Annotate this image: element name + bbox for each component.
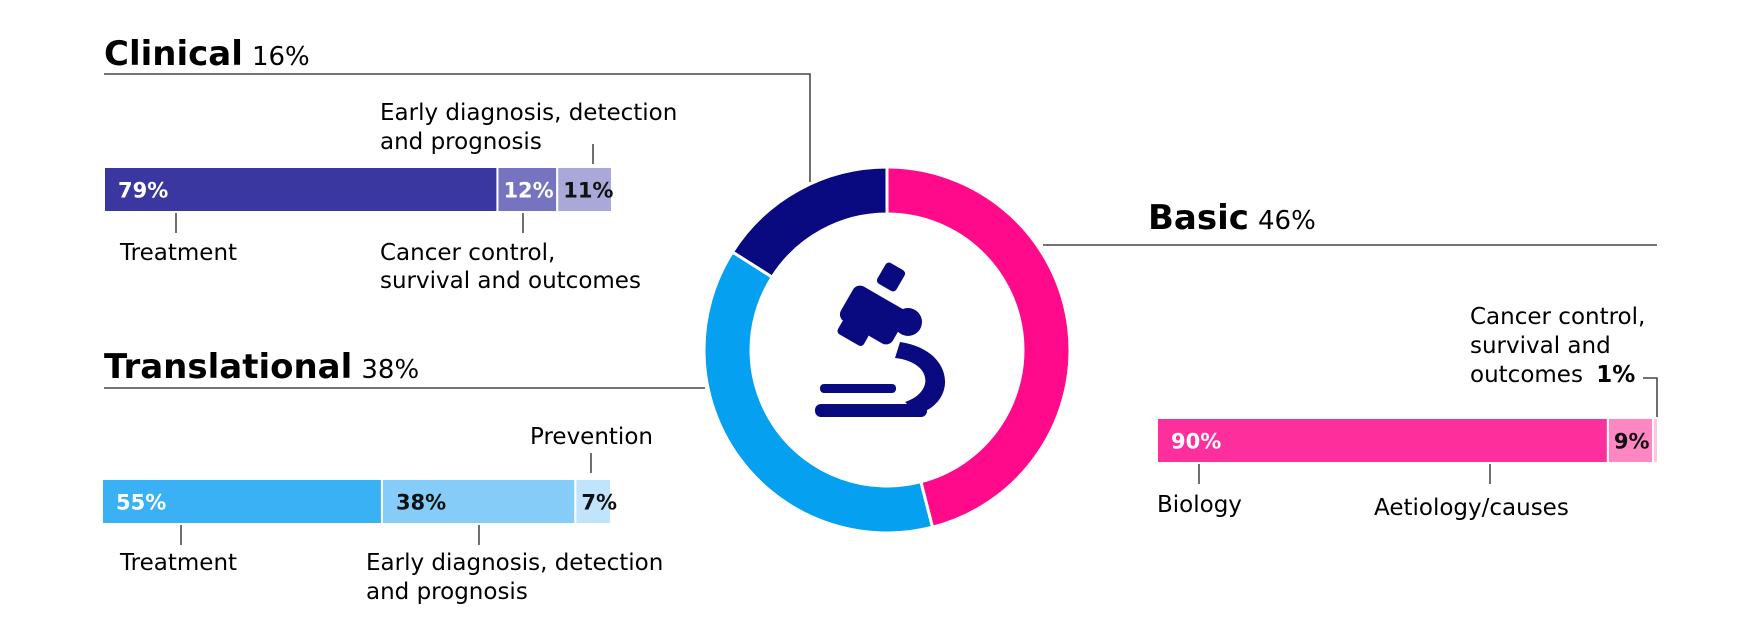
basic-callout-control-3: outcomes 1% xyxy=(1470,362,1635,388)
translational-callout-early-1: Early diagnosis, detection xyxy=(366,550,663,576)
clinical-callout-treatment: Treatment xyxy=(119,240,237,266)
basic-bar: 90% 9% xyxy=(1156,417,1659,464)
translational-callout-treatment: Treatment xyxy=(119,550,237,576)
clinical-heading: Clinical 16% xyxy=(104,34,310,74)
clinical-callout-control-2: survival and outcomes xyxy=(380,268,641,294)
donut-slice-basic xyxy=(885,165,1072,530)
translational-callout-early-2: and prognosis xyxy=(366,579,528,605)
basic-heading: Basic 46% xyxy=(1148,198,1316,238)
clinical-segment-3 xyxy=(556,166,614,213)
translational-value-label-3: 7% xyxy=(581,491,617,515)
clinical-value-label-1: 79% xyxy=(118,179,168,203)
translational-heading: Translational 38% xyxy=(104,347,419,387)
donut-chart xyxy=(702,165,1072,535)
leader-lines xyxy=(104,73,1658,545)
clinical-bar: 79% 12% 11% xyxy=(103,166,614,213)
basic-value-label-1: 90% xyxy=(1171,430,1221,454)
translational-bar: 55% 38% 7% xyxy=(101,478,617,525)
clinical-callout-early-1: Early diagnosis, detection xyxy=(380,100,677,126)
clinical-segment-1 xyxy=(103,166,499,213)
translational-callout-prevention: Prevention xyxy=(530,424,653,450)
basic-callout-biology: Biology xyxy=(1157,492,1242,518)
microscope-icon xyxy=(815,262,946,417)
translational-value-label-2: 38% xyxy=(396,491,446,515)
clinical-segment-2 xyxy=(496,166,559,213)
clinical-callout-control-1: Cancer control, xyxy=(380,240,555,266)
translational-segment-3 xyxy=(574,478,612,525)
basic-segment-3 xyxy=(1651,417,1659,464)
donut-slice-translational xyxy=(702,249,935,535)
clinical-value-label-2: 12% xyxy=(503,179,553,203)
translational-segment-1 xyxy=(101,478,383,525)
translational-value-label-1: 55% xyxy=(116,491,166,515)
basic-segment-1 xyxy=(1156,417,1609,464)
basic-callout-aetiology: Aetiology/causes xyxy=(1374,495,1569,521)
clinical-value-label-3: 11% xyxy=(563,179,613,203)
basic-callout-control-1: Cancer control, xyxy=(1470,304,1645,330)
basic-callout-control-2: survival and xyxy=(1470,333,1611,359)
clinical-leader xyxy=(104,73,811,182)
donut-slice-clinical xyxy=(730,165,889,280)
basic-value-label-2: 9% xyxy=(1614,430,1650,454)
clinical-callout-early-2: and prognosis xyxy=(380,129,542,155)
